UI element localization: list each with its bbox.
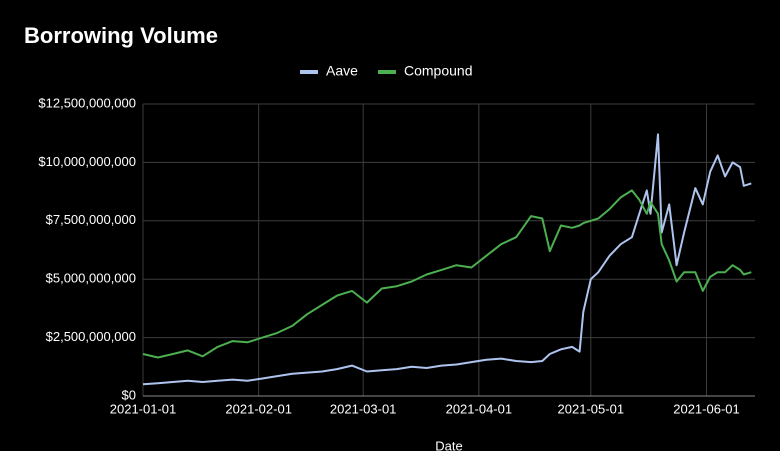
x-tick-label: 2021-05-01 — [558, 401, 625, 416]
y-tick-label: $0 — [122, 387, 136, 402]
series-line — [142, 189, 752, 359]
legend-label: Compound — [404, 63, 473, 79]
y-tick-label: $7,500,000,000 — [46, 212, 136, 227]
x-tick-label: 2021-03-01 — [330, 401, 397, 416]
x-axis-label: Date — [435, 438, 462, 451]
y-tick-label: $10,000,000,000 — [38, 154, 136, 169]
legend-label: Aave — [326, 63, 358, 79]
series-line — [142, 133, 752, 386]
y-tick-label: $5,000,000,000 — [46, 271, 136, 286]
x-tick-label: 2021-04-01 — [446, 401, 513, 416]
x-tick-label: 2021-02-01 — [225, 401, 292, 416]
x-tick-label: 2021-01-01 — [110, 401, 177, 416]
y-tick-label: $12,500,000,000 — [38, 95, 136, 110]
chart-title: Borrowing Volume — [24, 23, 218, 48]
x-tick-label: 2021-06-01 — [673, 401, 740, 416]
y-tick-label: $2,500,000,000 — [46, 329, 136, 344]
